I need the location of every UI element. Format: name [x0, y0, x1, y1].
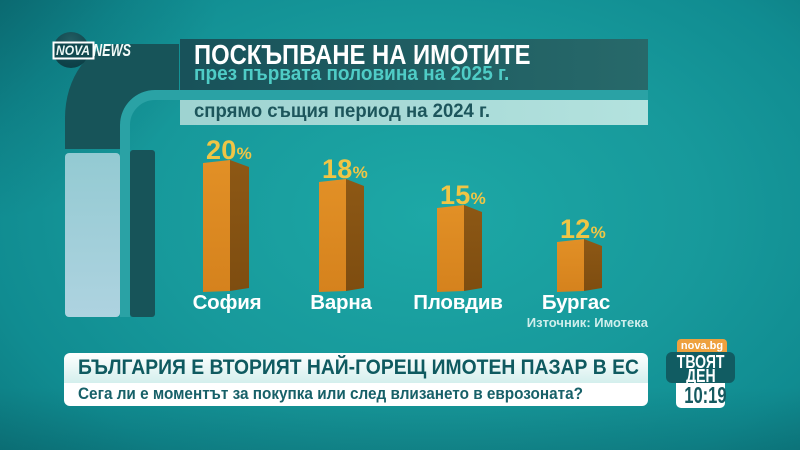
svg-text:NOVA: NOVA	[56, 42, 90, 58]
svg-text:NEWS: NEWS	[93, 40, 131, 60]
